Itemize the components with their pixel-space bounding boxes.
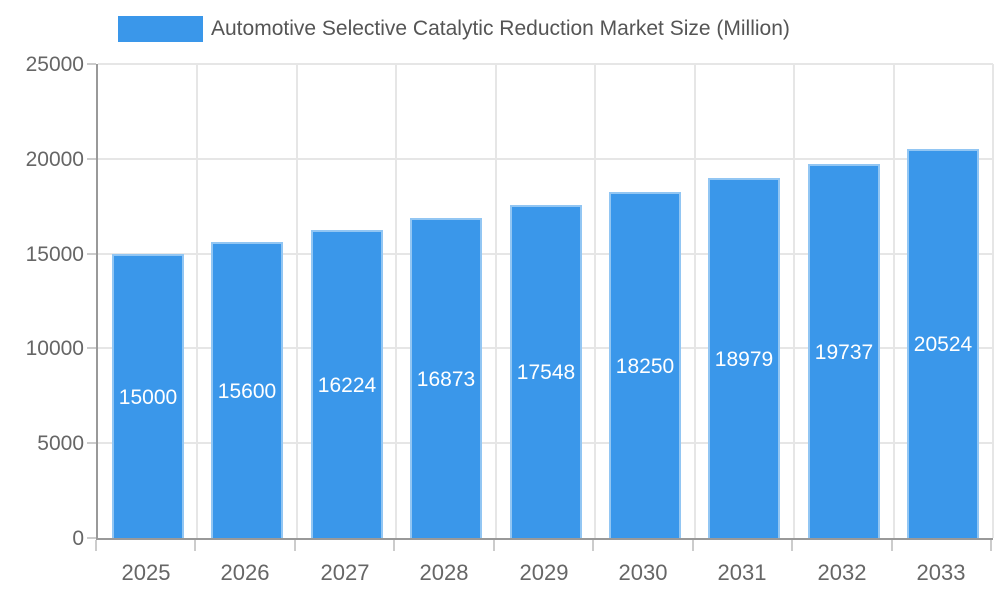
bar[interactable]: 15600 — [211, 242, 283, 538]
y-tick-label: 25000 — [25, 53, 84, 76]
bar-value-label: 17548 — [516, 361, 576, 384]
x-tick-mark — [592, 540, 595, 551]
bar-value-label: 18250 — [615, 354, 675, 378]
x-tick-mark — [691, 540, 694, 551]
bar-value-label: 18979 — [714, 347, 774, 371]
gridline-vertical — [992, 64, 994, 538]
bar-value-label: 16873 — [416, 367, 476, 391]
gridline-vertical — [693, 64, 696, 538]
y-tick-mark — [87, 63, 96, 65]
y-tick-mark — [87, 442, 96, 445]
bar[interactable]: 16873 — [410, 218, 482, 538]
y-tick-label: 15000 — [25, 242, 84, 266]
x-tick-mark — [293, 540, 296, 551]
bar[interactable]: 17548 — [510, 205, 582, 538]
x-tick-mark — [194, 540, 197, 551]
chart-title: Automotive Selective Catalytic Reduction… — [211, 17, 790, 40]
gridline-vertical — [594, 64, 597, 538]
y-tick-mark — [87, 157, 96, 160]
bar-value-label: 15600 — [217, 379, 277, 403]
gridline-horizontal — [98, 63, 993, 65]
y-tick-label: 0 — [72, 527, 84, 550]
x-tick-label: 2029 — [519, 560, 569, 585]
legend-swatch[interactable] — [118, 16, 203, 42]
x-tick-mark — [393, 540, 396, 551]
y-tick-mark — [87, 252, 96, 255]
y-tick-mark — [87, 537, 96, 539]
x-tick-label: 2027 — [320, 560, 370, 585]
y-tick-label: 5000 — [37, 432, 84, 456]
x-tick-mark — [95, 540, 97, 551]
x-tick-mark — [990, 540, 992, 551]
gridline-horizontal — [98, 157, 993, 160]
x-tick-label: 2033 — [916, 560, 966, 585]
y-tick-label: 20000 — [25, 147, 84, 171]
bar-value-label: 16224 — [317, 373, 377, 397]
gridline-vertical — [892, 64, 895, 538]
bar-value-label: 19737 — [814, 340, 874, 364]
gridline-vertical — [494, 64, 497, 538]
bar[interactable]: 16224 — [311, 230, 383, 538]
legend[interactable]: Automotive Selective Catalytic Reduction… — [118, 16, 790, 42]
gridline-vertical — [793, 64, 796, 538]
gridline-vertical — [295, 64, 298, 538]
plot-area: 15000 15600 16224 16873 17548 18250 18979 19737… — [96, 63, 994, 540]
bar[interactable]: 15000 — [112, 254, 184, 538]
x-tick-label: 2031 — [717, 560, 767, 585]
x-tick-label: 2030 — [618, 560, 668, 585]
x-tick-mark — [492, 540, 495, 551]
bar[interactable]: 19737 — [808, 164, 880, 538]
x-tick-label: 2032 — [817, 560, 867, 585]
x-tick-mark — [890, 540, 893, 551]
x-tick-mark — [791, 540, 794, 551]
y-tick-mark — [87, 347, 96, 350]
bar[interactable]: 18979 — [708, 178, 780, 538]
x-tick-label: 2026 — [220, 560, 270, 585]
gridline-vertical — [395, 64, 398, 538]
y-tick-label: 10000 — [25, 337, 84, 361]
bar-value-label: 20524 — [913, 333, 973, 356]
bar-value-label: 15000 — [118, 385, 178, 409]
x-tick-label: 2028 — [419, 560, 469, 585]
bar[interactable]: 18250 — [609, 192, 681, 538]
gridline-vertical — [196, 64, 199, 538]
x-tick-label: 2025 — [121, 560, 171, 585]
bar[interactable]: 20524 — [907, 149, 979, 538]
